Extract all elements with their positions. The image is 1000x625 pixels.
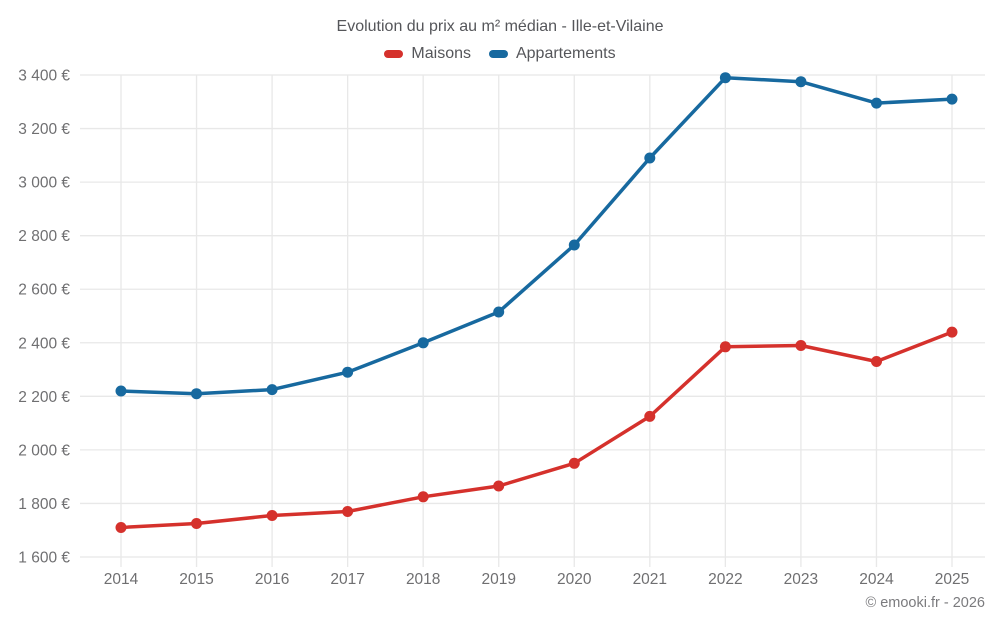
x-tick-label: 2020	[557, 571, 592, 588]
maisons-data-point[interactable]	[266, 510, 278, 521]
maisons-data-point[interactable]	[493, 480, 505, 492]
legend-label-maisons: Maisons	[411, 45, 471, 62]
appartements-data-point[interactable]	[266, 384, 278, 396]
legend-item-maisons[interactable]: Maisons	[384, 45, 471, 63]
x-tick-label: 2021	[633, 571, 667, 588]
y-tick-label: 2 200 €	[18, 389, 70, 406]
chart-title: Evolution du prix au m² médian - Ille-et…	[336, 18, 664, 35]
y-tick-label: 2 000 €	[18, 442, 70, 459]
maisons-data-point[interactable]	[719, 341, 731, 353]
x-tick-label: 2015	[179, 571, 213, 588]
appartements-data-point[interactable]	[795, 76, 807, 88]
y-tick-label: 1 800 €	[18, 496, 70, 513]
appartements-line	[119, 75, 954, 396]
appartements-data-point[interactable]	[946, 93, 958, 105]
appartements-data-point[interactable]	[871, 97, 882, 109]
x-tick-label: 2023	[784, 571, 818, 588]
x-tick-label: 2014	[104, 571, 139, 588]
maisons-data-point[interactable]	[191, 518, 202, 529]
appartements-data-point[interactable]	[342, 366, 354, 378]
chart-legend: Maisons Appartements	[0, 45, 1000, 63]
y-tick-label: 3 400 €	[18, 68, 70, 85]
maisons-data-point[interactable]	[115, 522, 127, 533]
appartements-data-point[interactable]	[644, 152, 656, 164]
maisons-series-swatch-icon	[384, 50, 404, 58]
y-tick-label: 2 600 €	[18, 282, 70, 299]
y-tick-label: 2 400 €	[18, 335, 70, 352]
legend-label-appartements: Appartements	[515, 45, 616, 62]
appartements-data-point[interactable]	[417, 337, 429, 349]
watermark-credit: © emooki.fr - 2026	[865, 595, 985, 611]
appartements-data-point[interactable]	[568, 239, 580, 251]
x-tick-label: 2016	[255, 571, 289, 588]
appartements-data-point[interactable]	[719, 72, 731, 84]
maisons-data-point[interactable]	[795, 340, 807, 351]
maisons-data-point[interactable]	[342, 506, 354, 517]
y-tick-label: 3 000 €	[18, 175, 70, 192]
maisons-data-point[interactable]	[417, 491, 429, 503]
maisons-data-point[interactable]	[568, 457, 580, 469]
maisons-data-point[interactable]	[644, 410, 656, 422]
x-tick-label: 2019	[481, 571, 515, 588]
maisons-line	[119, 330, 954, 530]
appartements-data-point[interactable]	[115, 385, 127, 397]
x-tick-label: 2024	[859, 571, 894, 588]
maisons-data-point[interactable]	[946, 326, 958, 338]
appartements-data-point[interactable]	[493, 306, 505, 318]
maisons-data-point[interactable]	[871, 356, 882, 367]
x-tick-label: 2017	[330, 571, 364, 588]
x-tick-label: 2025	[935, 571, 969, 588]
appartements-series-swatch-icon	[488, 50, 508, 58]
appartements-data-point[interactable]	[191, 388, 202, 400]
y-tick-label: 3 200 €	[18, 121, 70, 138]
legend-item-appartements[interactable]: Appartements	[488, 45, 616, 63]
y-tick-label: 1 600 €	[18, 550, 70, 567]
y-tick-label: 2 800 €	[18, 228, 70, 245]
x-tick-label: 2018	[406, 571, 440, 588]
x-tick-label: 2022	[708, 571, 742, 588]
